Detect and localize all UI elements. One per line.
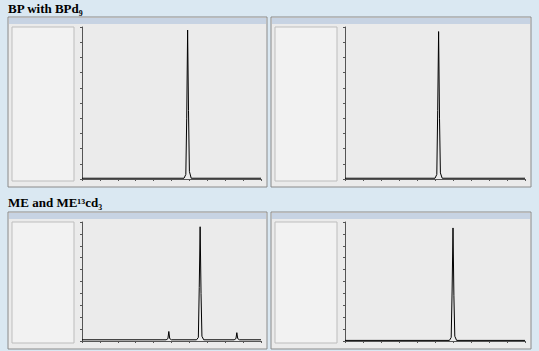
- svg-text:BP with BPd₉: BP with BPd₉: [8, 1, 83, 16]
- svg-text:ME and ME¹³cd₃: ME and ME¹³cd₃: [8, 195, 102, 210]
